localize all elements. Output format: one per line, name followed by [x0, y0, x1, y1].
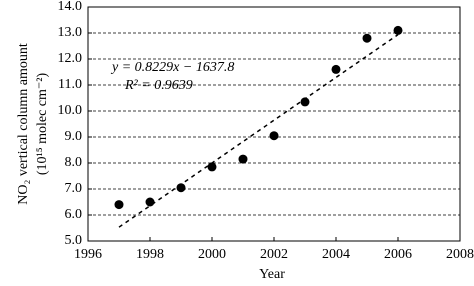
y-tick-label: 5.0 — [65, 233, 83, 248]
x-tick-label: 2006 — [384, 247, 412, 262]
trend-line — [118, 34, 399, 228]
plot-frame — [87, 6, 461, 242]
x-tick-label: 1996 — [74, 247, 102, 262]
y-tick-label: 7.0 — [65, 181, 83, 196]
y-tick-label: 6.0 — [65, 207, 83, 222]
y-tick-label: 11.0 — [58, 77, 82, 92]
x-axis-label: Year — [259, 267, 285, 282]
y-tick-label: 14.0 — [58, 0, 83, 14]
y-tick-label: 10.0 — [58, 103, 83, 118]
data-point — [331, 64, 341, 74]
y-tick-label: 8.0 — [65, 155, 83, 170]
data-point — [362, 33, 372, 43]
data-point — [393, 25, 403, 35]
annotation: y = 0.8229x − 1637.8 — [110, 60, 234, 75]
x-tick-label: 1998 — [136, 247, 164, 262]
annotation: R² = 0.9639 — [124, 78, 193, 93]
data-point — [238, 154, 248, 164]
data-point — [207, 162, 217, 172]
x-tick-label: 2000 — [198, 247, 226, 262]
y-tick-label: 9.0 — [65, 129, 83, 144]
y-axis-label: NO₂ vertical column amount — [16, 43, 31, 205]
y-tick-label: 13.0 — [58, 25, 83, 40]
y-tick-label: 12.0 — [58, 51, 83, 66]
data-point — [176, 183, 186, 193]
y-axis-label: (10¹⁵ molec cm⁻²) — [35, 73, 50, 176]
x-tick-label: 2008 — [446, 247, 474, 262]
x-tick-label: 2002 — [260, 247, 288, 262]
data-point — [114, 200, 124, 210]
x-tick-label: 2004 — [322, 247, 350, 262]
data-point — [145, 197, 155, 207]
data-point — [300, 97, 310, 107]
data-point — [269, 131, 279, 141]
